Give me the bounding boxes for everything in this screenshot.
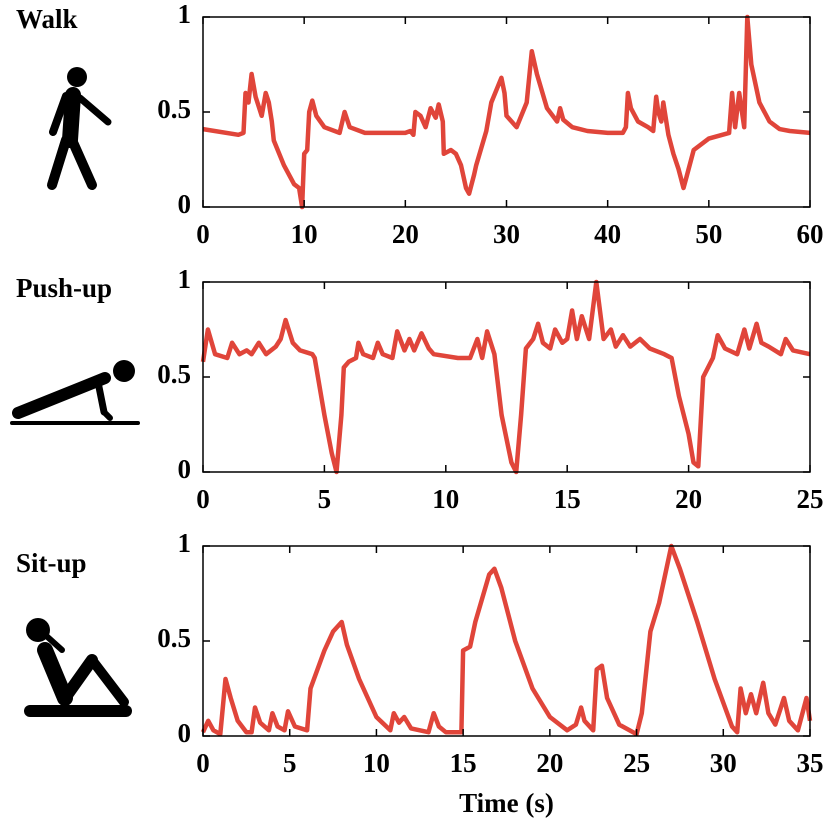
y-tick-label: 0.5: [157, 623, 191, 653]
x-tick-label: 20: [536, 748, 563, 778]
y-tick-label: 0: [178, 189, 192, 219]
x-tick-label: 0: [196, 748, 210, 778]
x-tick-label: 15: [450, 748, 477, 778]
y-tick-label: 1: [178, 264, 192, 294]
y-tick-label: 0.5: [157, 94, 191, 124]
panel-title: Walk: [16, 4, 78, 34]
y-tick-label: 0.5: [157, 359, 191, 389]
x-tick-label: 30: [493, 219, 520, 249]
x-tick-label: 25: [623, 748, 650, 778]
y-tick-label: 1: [178, 0, 192, 29]
x-tick-label: 5: [283, 748, 297, 778]
x-tick-label: 30: [710, 748, 737, 778]
x-tick-label: 10: [291, 219, 318, 249]
x-tick-label: 0: [196, 484, 210, 514]
y-tick-label: 0: [178, 454, 192, 484]
x-tick-label: 15: [554, 484, 581, 514]
x-tick-label: 20: [392, 219, 419, 249]
push-up-icon: [10, 360, 140, 425]
x-axis-label: Time (s): [459, 788, 554, 818]
x-tick-label: 0: [196, 219, 210, 249]
x-tick-label: 5: [318, 484, 332, 514]
data-line: [200, 279, 811, 475]
data-line: [202, 14, 811, 210]
panel-title: Sit-up: [16, 548, 87, 578]
x-tick-label: 60: [797, 219, 824, 249]
data-line: [200, 543, 813, 737]
x-tick-label: 40: [594, 219, 621, 249]
walk-icon: [47, 67, 112, 190]
x-tick-label: 10: [432, 484, 459, 514]
sit-up-icon: [24, 618, 132, 717]
x-tick-label: 25: [797, 484, 824, 514]
x-tick-label: 20: [675, 484, 702, 514]
x-tick-label: 35: [797, 748, 824, 778]
y-tick-label: 1: [178, 528, 192, 558]
axes-box: [202, 545, 811, 737]
panel-title: Push-up: [16, 273, 112, 303]
y-tick-label: 0: [178, 718, 192, 748]
x-tick-label: 50: [695, 219, 722, 249]
x-tick-label: 10: [363, 748, 390, 778]
